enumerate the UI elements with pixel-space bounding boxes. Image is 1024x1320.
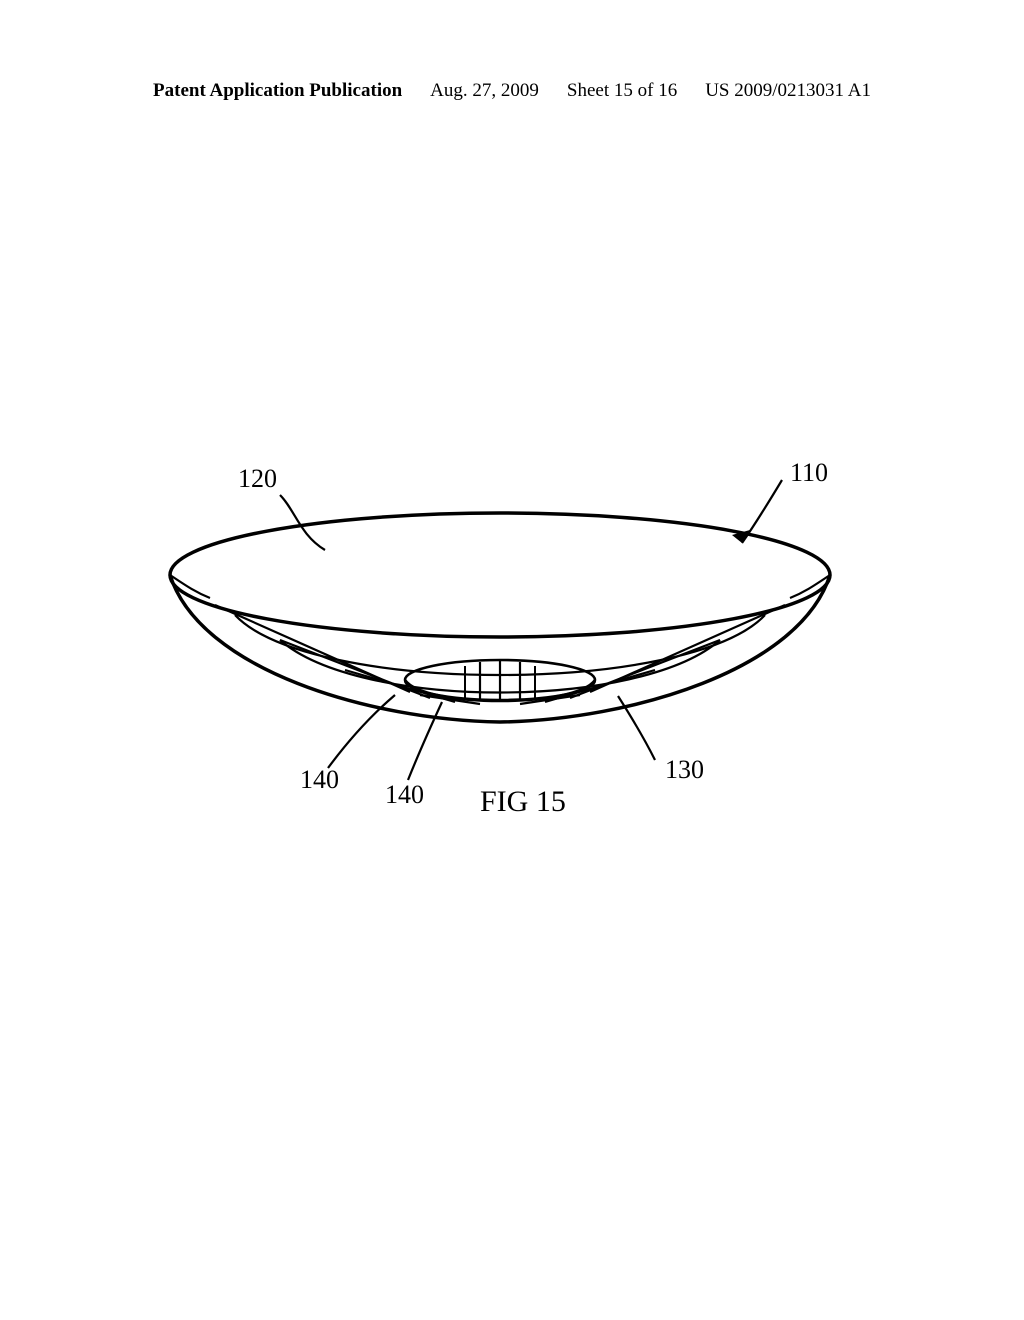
publication-label: Patent Application Publication bbox=[153, 80, 402, 102]
figure-caption: FIG 15 bbox=[480, 785, 566, 819]
ref-140a: 140 bbox=[300, 765, 339, 795]
ref-110: 110 bbox=[790, 458, 828, 488]
figure-15: 120 110 130 140 140 FIG 15 bbox=[110, 440, 890, 870]
publication-date: Aug. 27, 2009 bbox=[430, 80, 539, 102]
sheet-number: Sheet 15 of 16 bbox=[567, 80, 677, 102]
ref-140b: 140 bbox=[385, 780, 424, 810]
publication-number: US 2009/0213031 A1 bbox=[705, 80, 871, 102]
ref-130: 130 bbox=[665, 755, 704, 785]
page-header: Patent Application Publication Aug. 27, … bbox=[0, 80, 1024, 102]
ref-120: 120 bbox=[238, 464, 277, 494]
